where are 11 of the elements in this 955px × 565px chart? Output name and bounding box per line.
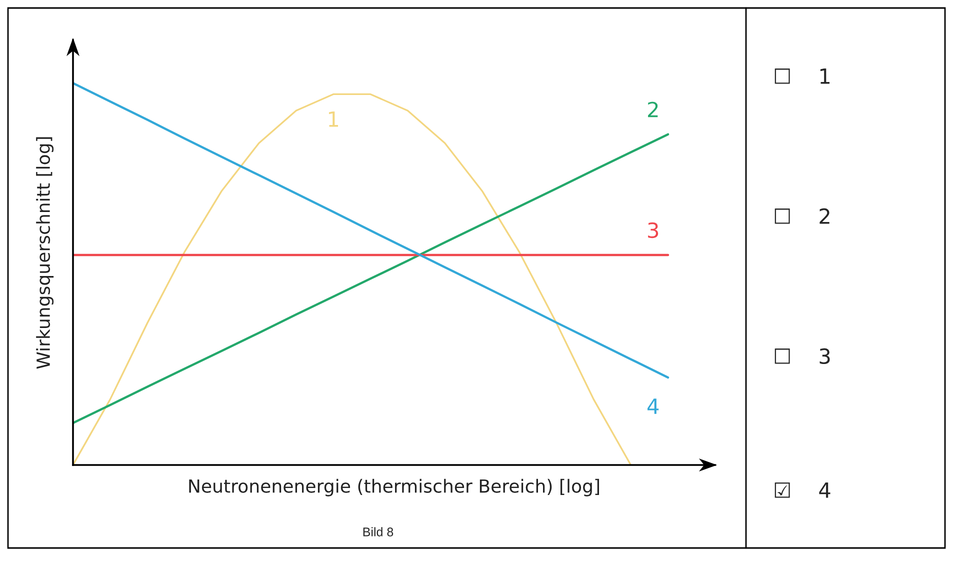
x-axis-title: Neutronenenergie (thermischer Bereich) [log]: [189, 478, 600, 496]
text: ☐ 2: [774, 208, 830, 224]
series-label: 4: [648, 398, 659, 414]
text: ☑ 4: [774, 482, 830, 498]
text: Bild 8: [363, 527, 394, 536]
series-label: 1: [328, 112, 338, 127]
y-axis-title: Wirkungsquerschnitt [log]: [36, 137, 54, 369]
series-label: 2: [648, 102, 658, 118]
text: ☐ 1: [774, 68, 830, 84]
text: ☐ 3: [774, 348, 830, 364]
series-label: 3: [648, 222, 658, 238]
